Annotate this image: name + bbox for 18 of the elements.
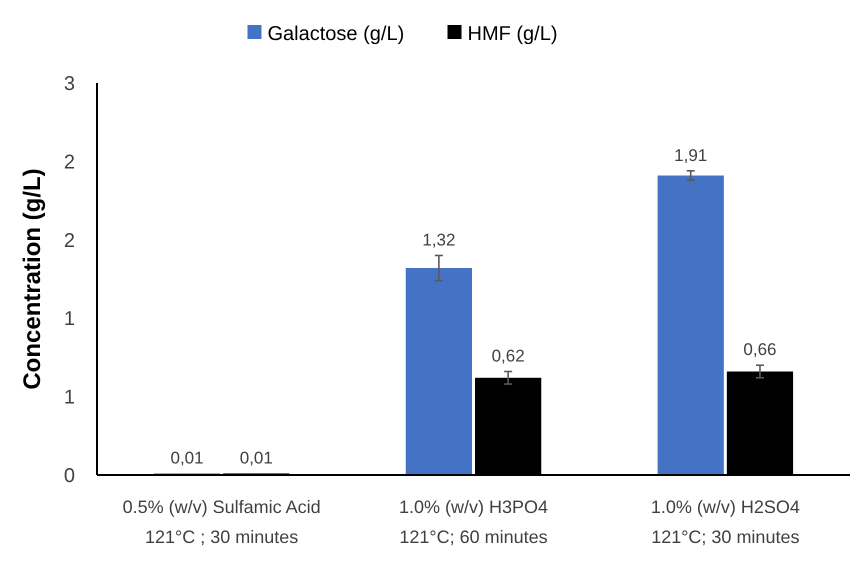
data-label: 0,01 (170, 448, 204, 468)
x-tick-label: 1.0% (w/v) H2SO4 121°C; 30 minutes (650, 497, 800, 547)
data-label: 1,91 (674, 146, 708, 165)
y-tick-label: 3 (64, 73, 75, 95)
x-tick-label: 1.0% (w/v) H3PO4 121°C; 60 minutes (398, 497, 548, 547)
legend-label: Galactose (g/L) (268, 23, 404, 45)
data-label: 1,32 (422, 230, 456, 250)
y-tick-label: 1 (64, 308, 75, 330)
y-tick-label: 2 (64, 230, 75, 252)
x-tick-label: 0.5% (w/v) Sulfamic Acid 121°C ; 30 minutes (122, 497, 321, 547)
legend-label: HMF (g/L) (468, 23, 558, 45)
y-tick-label: 1 (64, 386, 75, 409)
y-tick-label: 2 (64, 151, 75, 174)
data-label: 0,01 (240, 448, 273, 468)
data-label: 0,62 (492, 346, 525, 366)
data-label: 0,66 (743, 340, 777, 360)
y-axis-title: Concentration (g/L) (19, 168, 46, 390)
y-tick-label: 0 (64, 465, 75, 487)
